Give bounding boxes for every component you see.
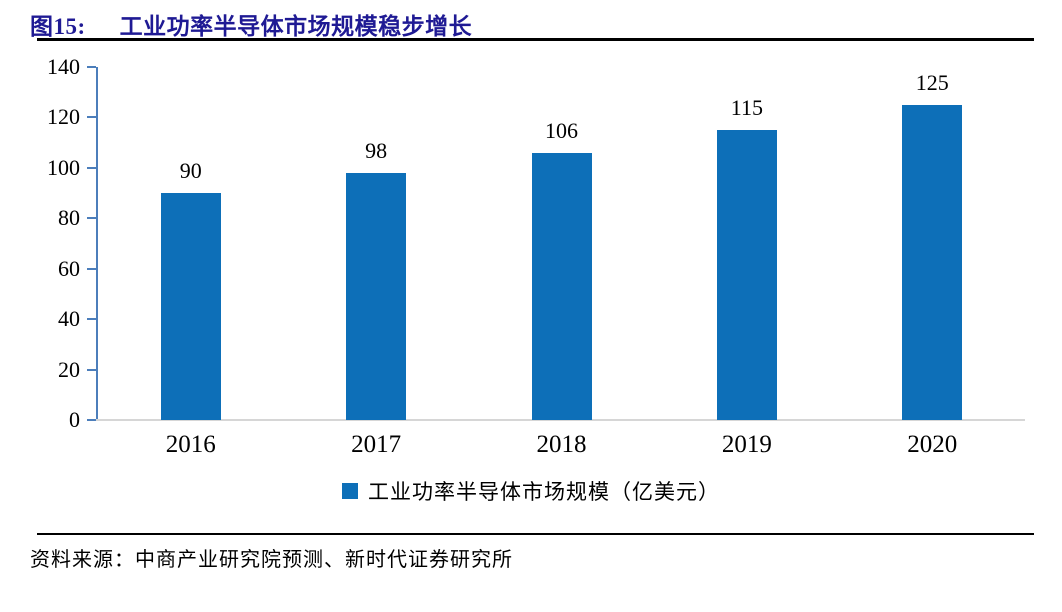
- bar-2019: [716, 130, 777, 420]
- y-tick-label: 140: [47, 54, 80, 79]
- bar-value-label: 106: [545, 117, 578, 143]
- legend-swatch-icon: [342, 483, 358, 499]
- bar-2018: [531, 152, 592, 420]
- plot-area: 90 98 106 115 125: [87, 66, 1025, 421]
- x-tick-label: 2020: [907, 431, 958, 458]
- x-tick-label: 2017: [351, 431, 402, 458]
- y-tick-mark: [87, 166, 96, 169]
- figure-header: 图15: 工业功率半导体市场规模稳步增长: [30, 7, 472, 41]
- legend-label: 工业功率半导体市场规模（亿美元）: [368, 480, 720, 504]
- bottom-rule: [37, 533, 1034, 535]
- x-tick-label: 2019: [721, 431, 772, 458]
- source-note: 资料来源：中商产业研究院预测、新时代证券研究所: [30, 549, 513, 571]
- y-tick-label: 120: [47, 104, 80, 130]
- x-tick-label: 2016: [165, 431, 216, 458]
- y-tick-mark: [87, 368, 96, 371]
- figure-number: 图15:: [30, 14, 86, 39]
- bar-value-label: 125: [915, 69, 949, 95]
- bar-value-label: 98: [365, 137, 388, 163]
- y-tick-mark: [87, 217, 96, 220]
- y-tick-mark: [87, 267, 96, 270]
- bar-2016: [160, 193, 221, 420]
- figure-title: 工业功率半导体市场规模稳步增长: [119, 14, 473, 39]
- x-axis-baseline: [96, 419, 1025, 421]
- y-tick-label: 100: [47, 154, 80, 180]
- x-axis-labels: 2016 2017 2018 2019 2020: [98, 432, 1025, 462]
- y-tick-label: 40: [58, 306, 80, 332]
- y-tick-label: 0: [69, 407, 80, 432]
- y-tick-mark: [87, 318, 96, 321]
- bar-2017: [346, 172, 407, 420]
- y-tick-label: 80: [58, 205, 80, 231]
- y-tick-mark: [87, 116, 96, 119]
- top-rule: [37, 38, 1034, 41]
- y-tick-mark: [87, 66, 96, 68]
- bar-value-label: 90: [179, 158, 202, 184]
- chart-legend: 工业功率半导体市场规模（亿美元）: [0, 476, 1062, 506]
- bar-value-label: 115: [730, 95, 763, 121]
- y-tick-label: 60: [58, 255, 80, 281]
- y-axis-line: [96, 67, 98, 420]
- y-tick-label: 20: [58, 356, 80, 382]
- y-axis-labels: 0 20 40 60 80 100 120 140: [0, 56, 80, 431]
- bar-2020: [902, 104, 963, 420]
- x-tick-label: 2018: [536, 431, 587, 458]
- y-tick-mark: [87, 419, 96, 421]
